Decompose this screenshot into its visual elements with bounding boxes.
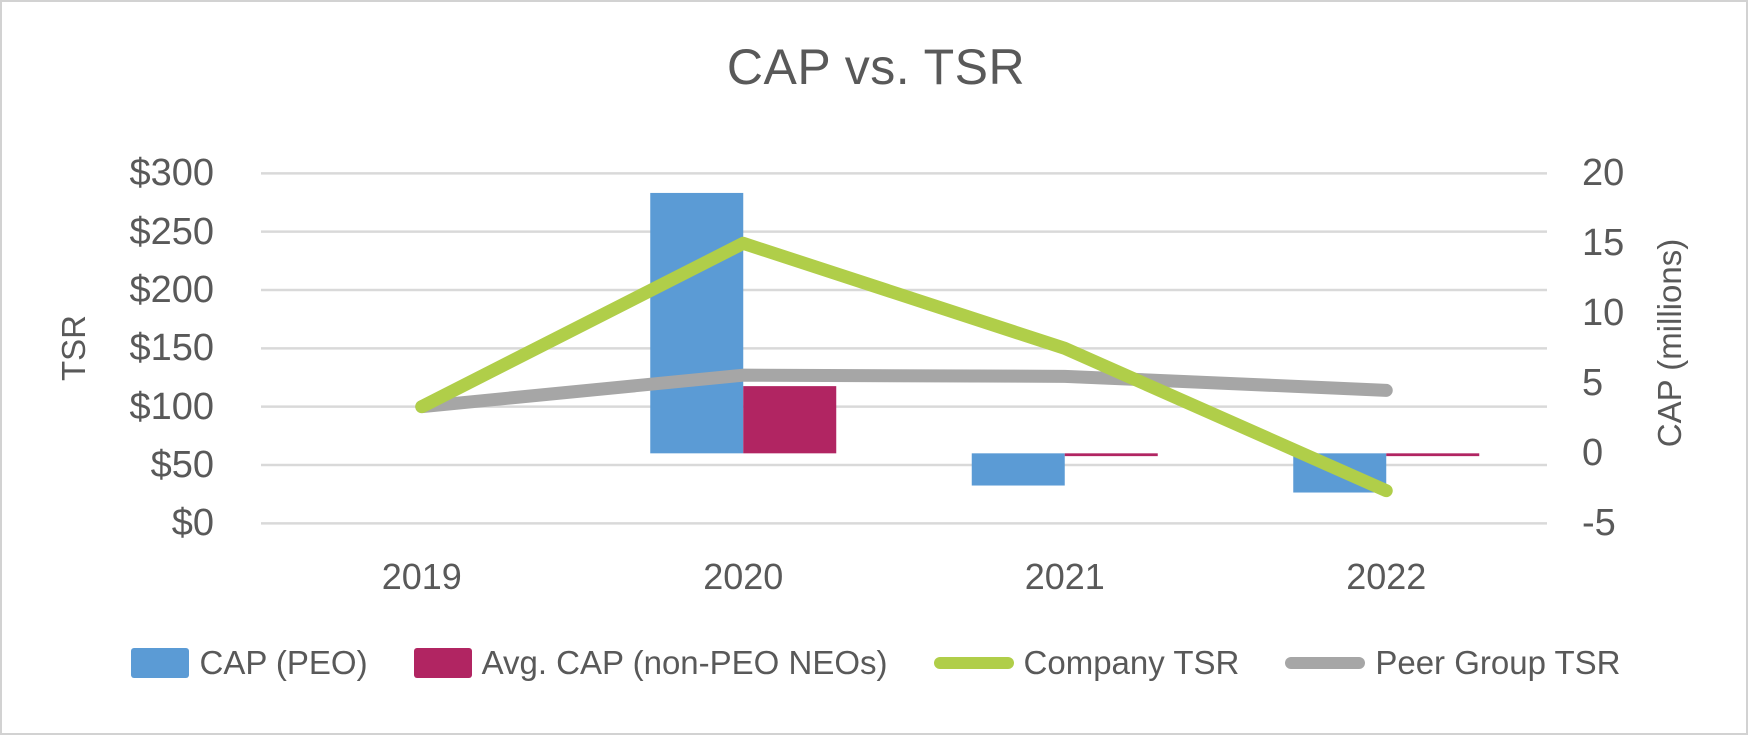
legend-item-peer-group-tsr: Peer Group TSR [1285,644,1621,682]
secondary-tick: -5 [1582,502,1616,545]
bar-avg-cap-non-peo-neos--2021 [1064,453,1158,457]
secondary-tick: 20 [1582,152,1625,195]
legend-item-company-tsr: Company TSR [933,644,1240,682]
line-swatch-icon [933,657,1014,669]
secondary-tick: 10 [1582,292,1625,335]
primary-tick: $200 [129,268,214,311]
bar-avg-cap-non-peo-neos--2022 [1386,453,1480,457]
bar-cap-peo--2020 [650,192,744,454]
legend-label: Peer Group TSR [1375,644,1621,681]
primary-tick: $100 [129,385,214,428]
primary-tick: $150 [129,327,214,370]
category-label: 2020 [703,556,784,597]
primary-tick: $50 [150,443,214,486]
legend-item-cap-peo: CAP (PEO) [131,644,368,682]
category-label: 2019 [381,556,462,597]
primary-tick: $0 [171,502,214,545]
primary-tick: $300 [129,152,214,195]
line-swatch-icon [1285,657,1366,669]
chart-title: CAP vs. TSR [726,39,1026,95]
secondary-tick: 5 [1582,362,1604,405]
category-label: 2021 [1024,556,1105,597]
legend-item-avg-cap-non-peo: Avg. CAP (non-PEO NEOs) [413,644,888,682]
bar-swatch-icon [413,648,472,678]
bar-cap-peo--2021 [971,453,1065,486]
secondary-tick: 0 [1582,432,1604,475]
legend-label: CAP (PEO) [199,644,368,681]
line-peer-group-tsr [415,368,1393,414]
legend: CAP (PEO) Avg. CAP (non-PEO NEOs) Compan… [2,644,1748,682]
bar-avg-cap-non-peo-neos--2020 [743,386,837,454]
line-company-tsr [415,236,1393,498]
bar-swatch-icon [131,648,190,678]
secondary-tick: 15 [1582,222,1625,265]
legend-label: Avg. CAP (non-PEO NEOs) [481,644,888,681]
legend-label: Company TSR [1023,644,1240,681]
primary-tick: $250 [129,210,214,253]
category-label: 2022 [1346,556,1427,597]
